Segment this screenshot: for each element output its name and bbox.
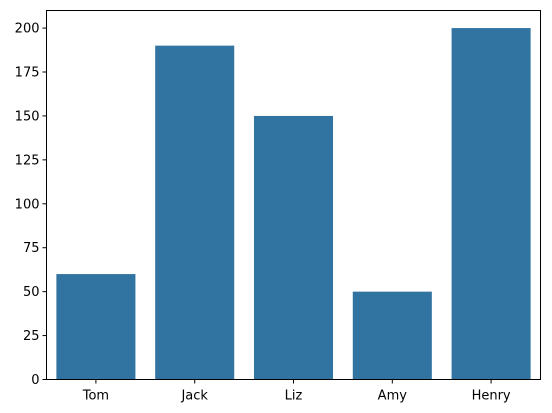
y-tick-label: 50 <box>23 285 40 300</box>
y-axis: 0 25 50 75 100 125 150 175 200 <box>15 22 47 388</box>
y-tick-label: 125 <box>15 153 40 168</box>
bar-henry <box>451 28 531 380</box>
y-tick-label: 200 <box>15 22 40 37</box>
bar-tom <box>56 274 136 380</box>
y-tick-label: 75 <box>23 241 40 256</box>
y-tick-label: 0 <box>31 373 39 388</box>
x-tick-label: Tom <box>82 389 109 404</box>
y-tick-label: 150 <box>15 109 40 124</box>
bar-amy <box>352 291 432 380</box>
x-tick-label: Amy <box>378 389 408 404</box>
x-axis: Tom Jack Liz Amy Henry <box>82 379 511 404</box>
y-tick-label: 175 <box>15 66 40 81</box>
bars-group <box>56 28 531 380</box>
x-tick-label: Henry <box>472 389 511 404</box>
y-tick-label: 100 <box>15 197 40 212</box>
x-tick-label: Liz <box>285 389 303 404</box>
bar-liz <box>253 115 334 380</box>
x-tick-label: Jack <box>180 389 208 404</box>
bar-jack <box>155 45 235 380</box>
y-tick-label: 25 <box>23 329 40 344</box>
